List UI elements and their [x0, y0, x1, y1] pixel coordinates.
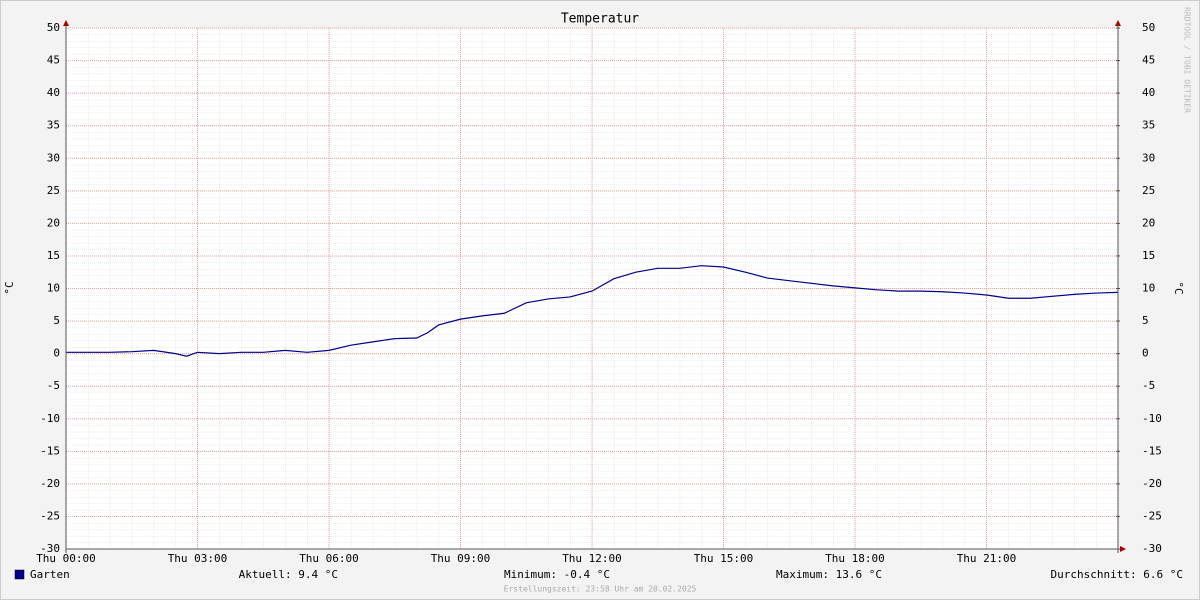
legend-label: Garten [30, 568, 70, 581]
y-tick-label: -25 [40, 509, 60, 522]
y2-tick-label: 30 [1142, 151, 1155, 164]
y2-tick-label: -15 [1142, 444, 1162, 457]
y2-tick-label: -5 [1142, 379, 1155, 392]
stat-label: Aktuell: 9.4 °C [239, 568, 338, 581]
stat-label: Maximum: 13.6 °C [776, 568, 882, 581]
y2-tick-label: -25 [1142, 509, 1162, 522]
y2-tick-label: 5 [1142, 314, 1149, 327]
y2-tick-label: -30 [1142, 542, 1162, 555]
y-tick-label: 10 [47, 282, 60, 295]
y-tick-label: 25 [47, 184, 60, 197]
y-tick-label: 45 [47, 54, 60, 67]
y-tick-label: 50 [47, 21, 60, 34]
x-tick-label: Thu 18:00 [825, 552, 885, 565]
stat-label: Durchschnitt: 6.6 °C [1051, 568, 1183, 581]
y-tick-label: -10 [40, 412, 60, 425]
legend-swatch [14, 569, 25, 580]
x-tick-label: Thu 15:00 [694, 552, 754, 565]
x-tick-label: Thu 03:00 [168, 552, 228, 565]
y2-tick-label: 40 [1142, 86, 1155, 99]
y2-tick-label: 50 [1142, 21, 1155, 34]
x-tick-label: Thu 06:00 [299, 552, 359, 565]
x-tick-label: Thu 09:00 [431, 552, 491, 565]
y2-tick-label: -20 [1142, 477, 1162, 490]
x-tick-label: Thu 12:00 [562, 552, 622, 565]
y-tick-label: -20 [40, 477, 60, 490]
marks [66, 265, 1119, 357]
y-tick-label: 20 [47, 216, 60, 229]
chart-title: Temperatur [561, 12, 639, 27]
x-tick-label: Thu 00:00 [36, 552, 96, 565]
stat-label: Minimum: -0.4 °C [504, 568, 610, 581]
y2-tick-label: 35 [1142, 119, 1155, 132]
y2-tick-label: 45 [1142, 54, 1155, 67]
data-line [66, 265, 1119, 357]
y-tick-label: 15 [47, 249, 60, 262]
y2-tick-label: -10 [1142, 412, 1162, 425]
y-tick-label: 30 [47, 151, 60, 164]
grid [65, 27, 1118, 550]
y-tick-label: -15 [40, 444, 60, 457]
y-tick-label: 0 [53, 347, 60, 360]
y2-tick-label: 0 [1142, 347, 1149, 360]
y-tick-label: -30 [40, 542, 60, 555]
y-tick-label: 40 [47, 86, 60, 99]
y-tick-label: 5 [53, 314, 60, 327]
y2-tick-label: 10 [1142, 282, 1155, 295]
y2-tick-label: 20 [1142, 216, 1155, 229]
y-axis-label: °C [3, 281, 16, 294]
y2-tick-label: 15 [1142, 249, 1155, 262]
y-tick-label: -5 [47, 379, 60, 392]
x-tick-label: Thu 21:00 [957, 552, 1017, 565]
footer: Erstellungszeit: 23:58 Uhr am 20.02.2025 [504, 585, 697, 594]
watermark: RRDTOOL / TOBI OETIKER [1183, 7, 1192, 113]
y-tick-label: 35 [47, 119, 60, 132]
y2-tick-label: 25 [1142, 184, 1155, 197]
y2-axis-label: °C [1172, 281, 1185, 294]
